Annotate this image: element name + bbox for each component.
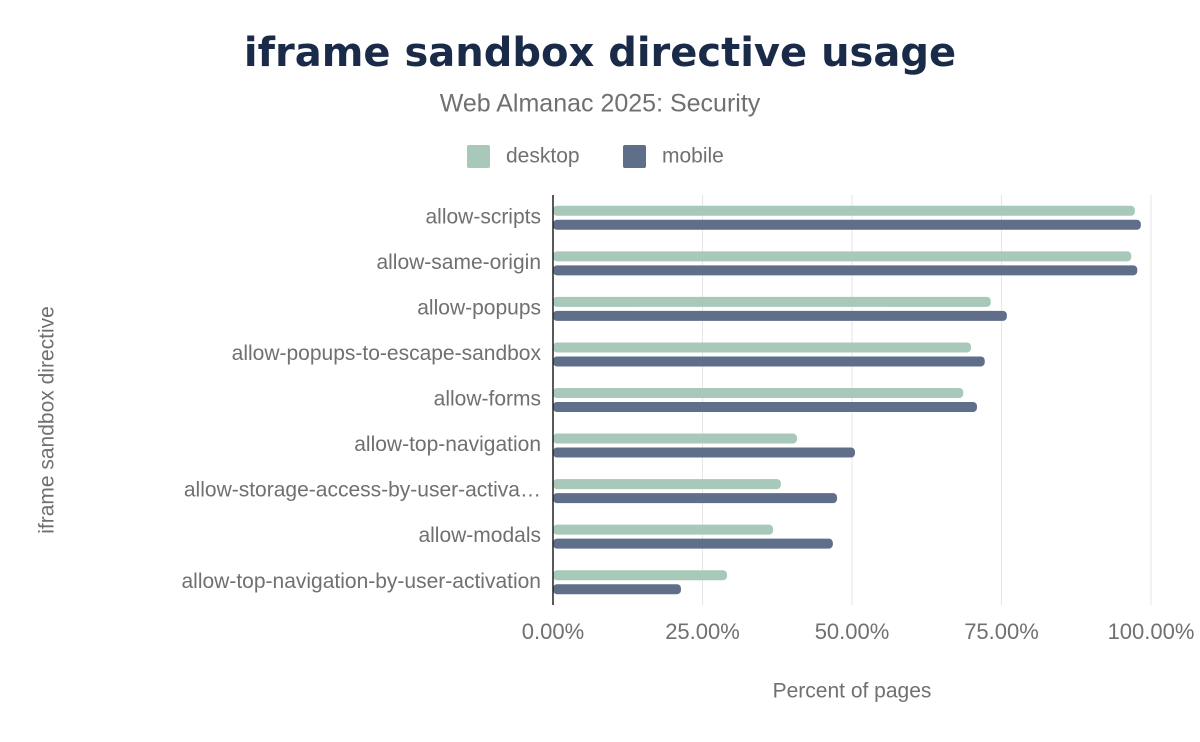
x-tick-label: 0.00% <box>522 619 584 644</box>
bar <box>553 251 1132 262</box>
bar <box>553 402 977 412</box>
y-tick-label: allow-top-navigation-by-user-activation <box>181 570 541 593</box>
chart-title: iframe sandbox directive usage <box>244 30 956 76</box>
y-tick-label: allow-scripts <box>425 205 541 228</box>
bar <box>553 433 797 444</box>
x-tick-label: 50.00% <box>815 619 890 644</box>
x-tick-label: 25.00% <box>665 619 740 644</box>
legend-swatch <box>467 145 490 168</box>
legend-swatch <box>623 145 646 168</box>
legend-label: desktop <box>506 145 580 168</box>
bar <box>553 447 855 458</box>
bar <box>553 388 964 398</box>
x-tick-label: 100.00% <box>1108 619 1195 644</box>
y-tick-label: allow-modals <box>418 524 541 547</box>
bar <box>553 479 781 490</box>
bar <box>553 524 774 535</box>
legend-label: mobile <box>662 145 724 168</box>
y-axis-title: iframe sandbox directive <box>36 306 59 534</box>
chart-subtitle: Web Almanac 2025: Security <box>440 90 761 118</box>
bar <box>553 219 1141 230</box>
bar <box>553 538 833 549</box>
y-tick-label: allow-popups-to-escape-sandbox <box>232 342 542 365</box>
bar <box>553 356 985 367</box>
y-tick-label: allow-same-origin <box>376 251 541 274</box>
bar <box>553 310 1007 321</box>
y-tick-label: allow-forms <box>434 388 541 411</box>
bar <box>553 584 681 595</box>
bar <box>553 205 1135 216</box>
y-tick-label: allow-storage-access-by-user-activa… <box>184 479 541 502</box>
bar <box>553 493 838 504</box>
bar <box>553 296 991 307</box>
y-tick-label: allow-popups <box>417 296 541 319</box>
y-tick-label: allow-top-navigation <box>354 433 541 456</box>
x-tick-label: 75.00% <box>964 619 1039 644</box>
bar <box>553 265 1138 276</box>
bar <box>553 342 972 353</box>
bar <box>553 570 728 581</box>
x-axis-title: Percent of pages <box>773 680 932 703</box>
